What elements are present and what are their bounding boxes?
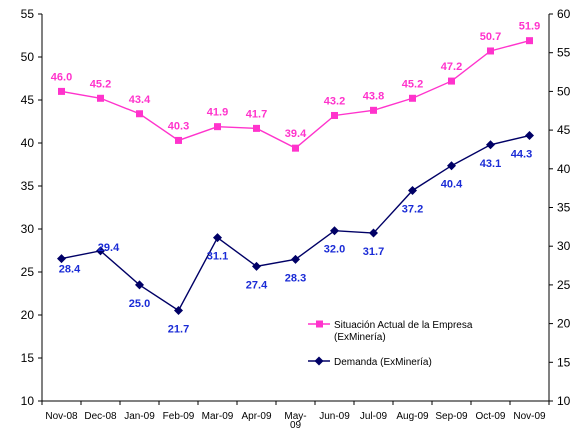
right-tick-label: 30	[557, 239, 571, 253]
right-tick-label: 55	[557, 46, 571, 60]
x-tick-label: Aug-09	[396, 411, 429, 422]
situacion-point-marker	[292, 144, 299, 152]
situacion-data-label: 50.7	[480, 31, 501, 43]
left-tick-label: 20	[21, 308, 35, 322]
right-tick-label: 20	[557, 317, 571, 331]
demanda-point-marker	[135, 280, 144, 290]
right-tick-label: 40	[557, 162, 571, 176]
demanda-point-marker	[369, 228, 378, 238]
situacion-data-label: 47.2	[441, 61, 462, 73]
demanda-data-label: 31.1	[207, 251, 228, 263]
x-tick-label: May-	[284, 411, 306, 422]
left-tick-label: 50	[21, 50, 35, 64]
x-tick-label: Jul-09	[360, 411, 388, 422]
left-tick-label: 10	[21, 394, 35, 408]
demanda-point-marker	[96, 246, 105, 256]
demanda-point-marker	[408, 185, 417, 195]
demanda-point-marker	[330, 226, 339, 236]
demanda-data-label: 25.0	[129, 298, 150, 310]
left-tick-label: 55	[21, 7, 35, 21]
x-tick-label: Jan-09	[124, 411, 155, 422]
x-tick-label: Sep-09	[435, 411, 468, 422]
situacion-point-marker	[58, 87, 65, 95]
right-tick-label: 25	[557, 278, 571, 292]
left-tick-label: 35	[21, 179, 35, 193]
right-tick-label: 35	[557, 201, 571, 215]
right-tick-label: 60	[557, 7, 571, 21]
right-tick-label: 45	[557, 123, 571, 137]
demanda-data-label: 28.3	[285, 272, 306, 284]
situacion-data-label: 45.2	[402, 78, 423, 90]
situacion-data-label: 46.0	[51, 71, 72, 83]
situacion-data-label: 39.4	[285, 128, 307, 140]
situacion-point-marker	[331, 111, 338, 119]
demanda-point-marker	[291, 254, 300, 264]
demanda-data-label: 21.7	[168, 323, 189, 335]
left-tick-label: 15	[21, 351, 35, 365]
legend-marker-diamond	[314, 356, 324, 366]
demanda-point-marker	[486, 140, 495, 150]
situacion-data-label: 51.9	[519, 21, 540, 33]
demanda-point-marker	[447, 161, 456, 171]
x-tick-label: Nov-08	[45, 411, 78, 422]
situacion-point-marker	[409, 94, 416, 102]
situacion-point-marker	[253, 124, 260, 132]
demanda-data-label: 32.0	[324, 244, 345, 256]
x-tick-label: Feb-09	[163, 411, 195, 422]
x-tick-label: Dec-08	[84, 411, 117, 422]
demanda-point-marker	[213, 233, 222, 243]
situacion-point-marker	[370, 106, 377, 114]
right-tick-label: 50	[557, 84, 571, 98]
situacion-point-marker	[97, 94, 104, 102]
situacion-point-marker	[175, 136, 182, 144]
right-tick-label: 10	[557, 394, 571, 408]
x-tick-label: Nov-09	[513, 411, 546, 422]
situacion-data-label: 43.2	[324, 95, 345, 107]
left-tick-label: 45	[21, 93, 35, 107]
demanda-data-label: 28.4	[59, 264, 81, 276]
demanda-point-marker	[57, 254, 66, 264]
demanda-point-marker	[174, 305, 183, 315]
demanda-data-label: 40.4	[441, 179, 463, 191]
situacion-point-marker	[448, 77, 455, 85]
x-tick-label: Mar-09	[202, 411, 234, 422]
demanda-data-label: 31.7	[363, 246, 384, 258]
legend-label: Situación Actual de la Empresa	[334, 320, 473, 331]
situacion-data-label: 41.9	[207, 107, 228, 119]
demanda-point-marker	[525, 131, 534, 141]
x-tick-label: 09	[290, 420, 302, 431]
situacion-point-marker	[136, 110, 143, 118]
situacion-data-label: 43.8	[363, 90, 384, 102]
legend-label: (ExMinería)	[334, 332, 386, 343]
situacion-data-label: 43.4	[129, 94, 151, 106]
demanda-data-label: 44.3	[511, 149, 532, 161]
x-tick-label: Oct-09	[475, 411, 505, 422]
situacion-data-label: 41.7	[246, 108, 267, 120]
situacion-point-marker	[487, 47, 494, 55]
right-tick-label: 15	[557, 355, 571, 369]
demanda-data-label: 43.1	[480, 158, 501, 170]
left-tick-label: 30	[21, 222, 35, 236]
x-tick-label: Apr-09	[241, 411, 271, 422]
legend-marker-square	[316, 320, 323, 328]
situacion-point-marker	[526, 37, 533, 45]
legend-label: Demanda (ExMinería)	[334, 357, 432, 368]
x-tick-label: Jun-09	[319, 411, 350, 422]
situacion-data-label: 40.3	[168, 120, 189, 132]
left-tick-label: 25	[21, 265, 35, 279]
demanda-data-label: 27.4	[246, 279, 268, 291]
demanda-point-marker	[252, 261, 261, 271]
demanda-data-label: 37.2	[402, 203, 423, 215]
situacion-data-label: 45.2	[90, 78, 111, 90]
demanda-data-label: 29.4	[98, 242, 120, 254]
situacion-point-marker	[214, 123, 221, 131]
left-tick-label: 40	[21, 136, 35, 150]
